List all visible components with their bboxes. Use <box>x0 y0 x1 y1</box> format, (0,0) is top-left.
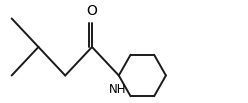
Text: NH: NH <box>109 83 126 96</box>
Text: O: O <box>87 4 97 18</box>
